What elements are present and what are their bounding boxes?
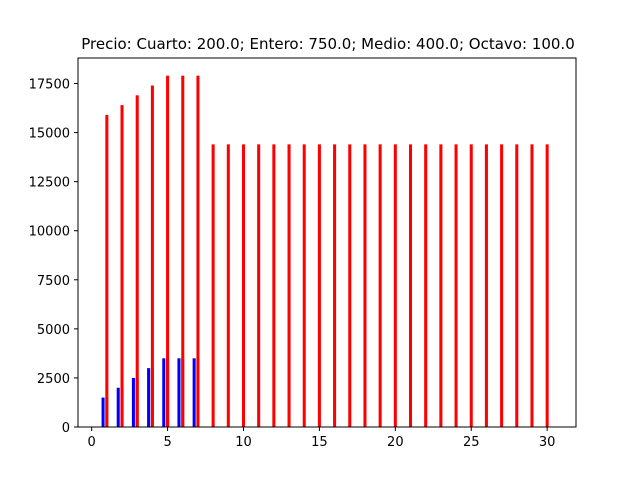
y-tick-label: 7500 — [37, 274, 70, 289]
bar-series2-x10 — [241, 144, 246, 428]
bar-series2-x18 — [363, 144, 367, 428]
y-tick-label: 12500 — [29, 176, 70, 191]
bar-series2-x14 — [302, 144, 306, 428]
y-tick-label: 17500 — [29, 78, 70, 93]
bar-series2-x30 — [545, 144, 549, 428]
axes-frame — [77, 57, 577, 428]
bar-series2-x26 — [484, 144, 488, 428]
y-tick-label: 2500 — [37, 372, 70, 387]
bar-series2-x20 — [393, 144, 397, 428]
y-tick-label: 15000 — [29, 127, 70, 142]
bar-series2-x22 — [424, 144, 428, 428]
y-tick-label: 5000 — [37, 323, 70, 338]
bars-group — [101, 75, 549, 428]
bar-series2-x21 — [408, 144, 413, 428]
bar-series0-x5 — [162, 358, 166, 427]
bar-series0-x6 — [177, 358, 181, 427]
y-tick-label: 0 — [62, 421, 70, 436]
bar-series2-x19 — [378, 144, 382, 428]
bar-series2-x24 — [454, 144, 458, 428]
bar-series2-x15 — [317, 144, 321, 428]
x-tick-label: 5 — [163, 435, 171, 450]
bar-series2-x3 — [135, 95, 139, 428]
bar-series2-x12 — [272, 144, 276, 428]
bar-series2-x25 — [469, 144, 473, 428]
bar-series0-x7 — [192, 358, 196, 427]
x-tick-label: 30 — [539, 435, 556, 450]
bar-series0-x4 — [147, 368, 151, 427]
bar-series2-x11 — [257, 144, 261, 428]
bar-series2-x2 — [120, 105, 124, 427]
bar-series2-x6 — [181, 75, 185, 428]
y-tick-label: 10000 — [29, 225, 70, 240]
bar-series2-x5 — [166, 75, 170, 428]
bar-series2-x13 — [287, 144, 291, 428]
bar-series2-x16 — [333, 144, 337, 428]
bar-series2-x23 — [439, 144, 443, 428]
x-tick-label: 25 — [463, 435, 480, 450]
bar-series0-x1 — [101, 397, 105, 427]
bar-series2-x8 — [211, 144, 215, 428]
bar-series2-x28 — [515, 144, 519, 428]
bar-series0-x2 — [116, 387, 120, 427]
bar-series2-x17 — [348, 144, 352, 428]
chart-title: Precio: Cuarto: 200.0; Entero: 750.0; Me… — [81, 35, 575, 53]
bar-series2-x9 — [226, 144, 230, 428]
x-tick-label: 0 — [88, 435, 96, 450]
bar-series0-x3 — [131, 377, 135, 427]
bar-series2-x4 — [150, 85, 154, 427]
bar-series2-x7 — [196, 75, 200, 428]
x-tick-label: 20 — [387, 435, 404, 450]
x-tick-label: 15 — [311, 435, 328, 450]
axes-group: 0 5 10 15 20 25 30 0 2500 5000 7500 10000 12500 15000… — [29, 57, 577, 450]
bar-series2-x1 — [105, 114, 109, 427]
bar-series2-x29 — [530, 144, 534, 428]
x-tick-label: 10 — [235, 435, 252, 450]
bar-series2-x27 — [500, 144, 504, 428]
